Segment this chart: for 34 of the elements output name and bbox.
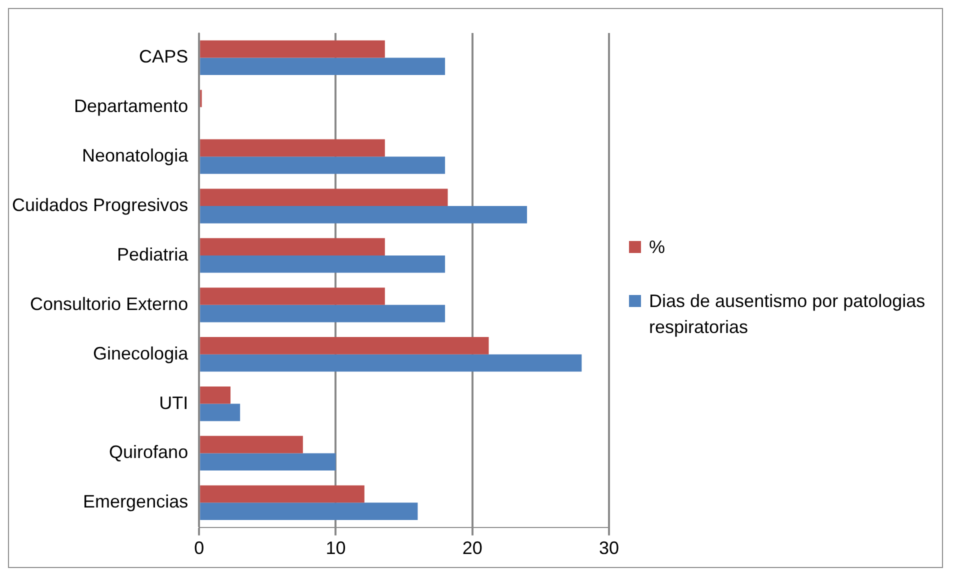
y-tick-label: Neonatologia bbox=[82, 146, 190, 166]
y-tick-label: Quirofano bbox=[109, 442, 188, 462]
x-tick-label: 20 bbox=[462, 538, 482, 558]
bar bbox=[200, 255, 446, 273]
bar bbox=[200, 386, 231, 404]
y-tick-label: Departamento bbox=[74, 96, 188, 116]
bar bbox=[200, 502, 418, 520]
bar bbox=[200, 485, 364, 503]
bar bbox=[200, 188, 448, 206]
legend-label: Dias de ausentismo por patologias respiratorias bbox=[649, 290, 926, 339]
bar bbox=[200, 354, 582, 372]
y-tick-label: Pediatria bbox=[117, 244, 190, 264]
x-tick-label: 0 bbox=[194, 538, 204, 558]
y-tick-label: Cuidados Progresivos bbox=[12, 195, 188, 216]
bar bbox=[200, 288, 385, 305]
y-tick-label: CAPS bbox=[139, 46, 188, 67]
bar bbox=[200, 436, 303, 454]
bar bbox=[200, 337, 489, 354]
x-tick-label: 10 bbox=[326, 538, 346, 558]
y-tick-label: Consultorio Externo bbox=[30, 294, 188, 314]
bar bbox=[200, 404, 240, 422]
bar bbox=[200, 58, 446, 76]
bar bbox=[200, 238, 385, 256]
bar bbox=[200, 40, 385, 58]
bar bbox=[200, 156, 446, 174]
y-tick-label: UTI bbox=[159, 392, 188, 413]
bar bbox=[200, 139, 385, 157]
legend-label: % bbox=[649, 236, 666, 259]
y-tick-label: Ginecologia bbox=[93, 343, 190, 364]
bar bbox=[200, 453, 336, 471]
x-tick-label: 30 bbox=[598, 538, 620, 558]
bar bbox=[200, 304, 446, 322]
bar bbox=[200, 206, 528, 224]
y-tick-label: Emergencias bbox=[83, 492, 188, 512]
